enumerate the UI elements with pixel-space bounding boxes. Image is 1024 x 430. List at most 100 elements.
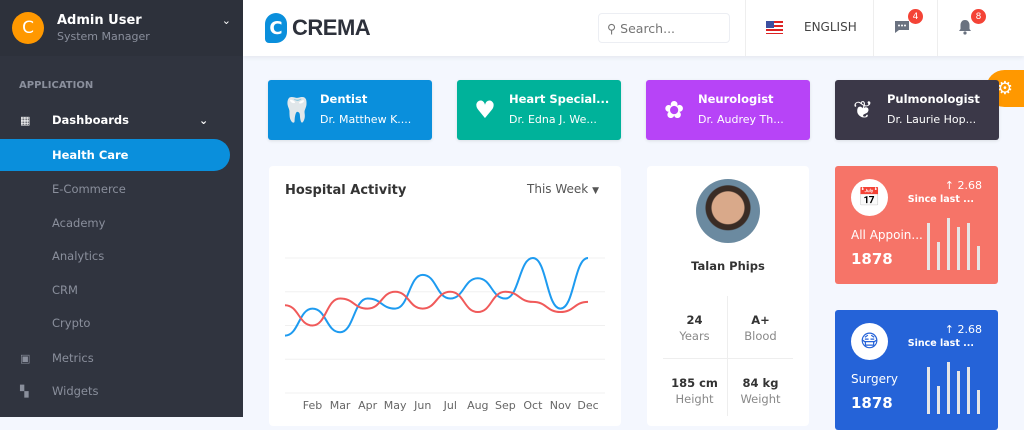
user-role: System Manager — [57, 30, 150, 43]
search-input[interactable] — [620, 20, 721, 36]
mini-bar — [967, 222, 970, 270]
sidebar-item-analytics[interactable]: Analytics — [0, 240, 243, 272]
stat-label: Height — [675, 392, 714, 406]
x-tick-label: Apr — [358, 399, 378, 412]
activity-chart: Feb Mar Apr May Jun Jul Aug Sep Oct Nov Dec — [284, 256, 605, 412]
notifications-button[interactable]: 8 — [957, 9, 986, 37]
doctor-specialty: Neurologist — [698, 91, 774, 106]
caret-down-icon: ▼ — [592, 186, 599, 196]
tooth-icon: 🦷 — [282, 96, 312, 124]
mini-bar — [957, 371, 960, 414]
mini-bar — [977, 390, 980, 414]
stat-card: 📅 ↑ 2.68 Since last ... All Appoin... 1878 — [835, 166, 998, 284]
logo-text: CREMA — [292, 15, 371, 40]
sidebar-item-crypto[interactable]: Crypto — [0, 307, 243, 339]
sidebar-item-crm[interactable]: CRM — [0, 274, 243, 306]
x-tick-label: Jun — [413, 399, 431, 412]
x-tick-label: Sep — [495, 399, 516, 412]
stat-age: 24 Years — [662, 313, 727, 343]
brain-icon: ✿ — [663, 96, 685, 124]
sidebar-item-label: Health Care — [52, 148, 129, 162]
sidebar-item-academy[interactable]: Academy — [0, 207, 243, 239]
mask-icon: 😷 — [851, 323, 888, 360]
patient-photo — [696, 179, 760, 243]
sidebar-item-label: Metrics — [52, 351, 94, 365]
mini-bar — [927, 366, 930, 414]
x-tick-label: Nov — [550, 399, 572, 412]
x-tick-label: Mar — [330, 399, 351, 412]
x-tick-label: May — [384, 399, 407, 412]
mini-bar — [937, 241, 940, 270]
sidebar-item-label: Academy — [52, 216, 106, 230]
period-dropdown[interactable]: This Week ▼ — [527, 182, 599, 196]
language-label: ENGLISH — [804, 20, 857, 34]
series-line-0 — [284, 256, 589, 337]
search-box[interactable]: ⚲ — [598, 13, 730, 43]
user-name: Admin User — [57, 13, 142, 28]
mini-bar — [937, 385, 940, 414]
sidebar-item-e-commerce[interactable]: E-Commerce — [0, 173, 243, 205]
stat-card: 😷 ↑ 2.68 Since last ... Surgery 1878 — [835, 310, 998, 430]
gear-icon: ⚙ — [996, 78, 1014, 99]
sidebar-item-label: Analytics — [52, 249, 105, 263]
doctor-specialty: Heart Special... — [509, 91, 610, 106]
doctor-card[interactable]: ❦ Pulmonologist Dr. Laurie Hop... — [835, 80, 999, 140]
x-tick-label: Dec — [577, 399, 598, 412]
doctor-name: Dr. Laurie Hop... — [887, 112, 977, 126]
logo-mark: C — [265, 13, 287, 43]
sidebar-item-metrics[interactable]: ▣ Metrics — [0, 342, 243, 374]
sidebar-item-label: CRM — [52, 283, 78, 297]
stat-label: All Appoin... — [851, 228, 923, 242]
doctor-specialty: Dentist — [320, 91, 368, 106]
doctor-specialty: Pulmonologist — [887, 91, 980, 106]
divider — [727, 296, 728, 416]
x-tick-label: Jul — [443, 399, 457, 412]
stat-label: Years — [679, 329, 710, 343]
sidebar-item-dashboards[interactable]: ▦ Dashboards ⌄ — [0, 104, 243, 136]
section-label: APPLICATION — [19, 80, 94, 91]
mini-bar-chart — [927, 362, 987, 414]
doctor-card[interactable]: ♥ Heart Special... Dr. Edna J. We... — [457, 80, 621, 140]
doctor-card[interactable]: ✿ Neurologist Dr. Audrey Th... — [646, 80, 810, 140]
x-tick-label: Feb — [303, 399, 322, 412]
x-tick-label: Oct — [523, 399, 543, 412]
patient-name: Talan Phips — [691, 259, 765, 273]
divider — [745, 0, 746, 56]
lungs-icon: ❦ — [852, 96, 874, 124]
divider — [937, 0, 938, 56]
messages-button[interactable]: 4 — [894, 9, 923, 37]
sidebar-item-widgets[interactable]: ▚ Widgets — [0, 375, 243, 407]
sidebar-item-label: E-Commerce — [52, 182, 126, 196]
sidebar-item-health-care[interactable]: Health Care — [0, 139, 230, 171]
delta: ↑ 2.68 — [944, 323, 982, 336]
chevron-down-icon[interactable]: ⌄ — [221, 14, 231, 27]
patient-profile-card: Talan Phips 24 Years A+ Blood 185 cm Height… — [647, 166, 809, 426]
mini-bar-chart — [927, 218, 987, 270]
heart-pulse-icon: ♥ — [474, 96, 496, 124]
series-line-1 — [284, 290, 589, 327]
notifications-badge: 8 — [971, 9, 986, 24]
stat-blood: A+ Blood — [728, 313, 793, 343]
mini-bar — [957, 227, 960, 270]
delta: ↑ 2.68 — [944, 179, 982, 192]
mini-bar — [927, 222, 930, 270]
stat-value: 24 — [686, 313, 703, 327]
calendar-icon: 📅 — [851, 179, 888, 216]
period-label: This Week — [527, 182, 589, 196]
language-selector[interactable]: ENGLISH — [766, 20, 857, 34]
us-flag-icon — [766, 20, 783, 34]
avatar: C — [12, 12, 44, 44]
mini-bar — [977, 246, 980, 270]
stat-label: Blood — [744, 329, 777, 343]
divider — [873, 0, 874, 56]
user-profile[interactable]: C Admin User System Manager ⌄ — [0, 0, 243, 56]
stat-label: Surgery — [851, 372, 898, 386]
logo[interactable]: C CREMA — [265, 13, 371, 43]
stat-weight: 84 kg Weight — [728, 376, 793, 406]
doctor-name: Dr. Edna J. We... — [509, 112, 597, 126]
stat-label: Weight — [740, 392, 781, 406]
sidebar-item-label: Widgets — [52, 384, 99, 398]
messages-badge: 4 — [908, 9, 923, 24]
doctor-name: Dr. Audrey Th... — [698, 112, 784, 126]
doctor-card[interactable]: 🦷 Dentist Dr. Matthew K.... — [268, 80, 432, 140]
